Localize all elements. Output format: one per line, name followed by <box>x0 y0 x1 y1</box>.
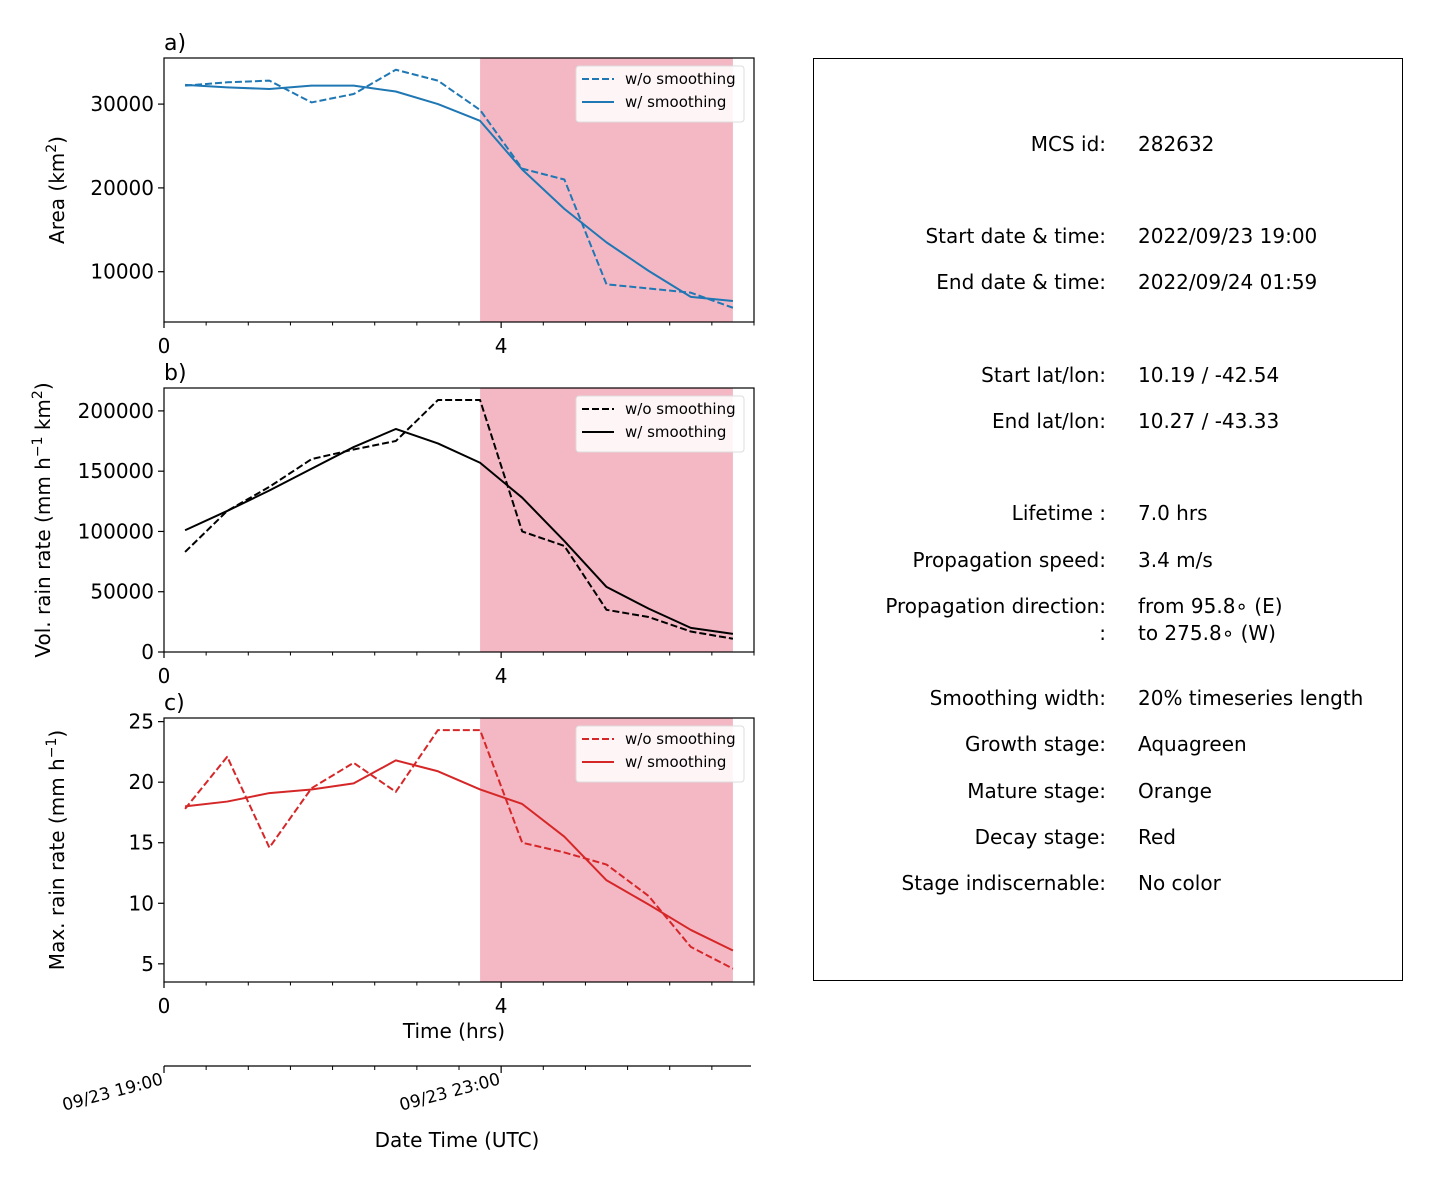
y-tick-label: 20000 <box>90 176 154 200</box>
info-label: Start lat/lon: <box>981 363 1106 387</box>
panel-3: 5 10 15 20 25 0 4 c) Max. rain rate (mm h−1) Time… <box>44 691 755 1043</box>
info-value: Red <box>1138 825 1176 849</box>
info-value: 282632 <box>1138 132 1215 156</box>
date-time-axis: 09/23 19:00 09/23 23:00 Date Time (UTC) <box>60 1065 751 1152</box>
legend: w/o smoothing w/ smoothing <box>575 65 745 123</box>
x-tick-label: 4 <box>495 334 508 358</box>
panel-1: 10000 20000 30000 0 4 a) Area (km2) w/o smoothi… <box>44 31 755 358</box>
y-tick-label: 25 <box>129 710 154 734</box>
info-label: : <box>1099 621 1106 645</box>
y-tick-label: 100000 <box>78 519 154 543</box>
legend-entry: w/ smoothing <box>625 753 726 771</box>
y-tick-label: 0 <box>141 640 154 664</box>
info-value: 10.19 / -42.54 <box>1138 363 1280 387</box>
legend-entry: w/o smoothing <box>625 730 736 748</box>
info-value: to 275.8∘ (W) <box>1138 621 1276 645</box>
info-label: Decay stage: <box>974 825 1106 849</box>
x-tick-label: 4 <box>495 664 508 688</box>
info-value: 7.0 hrs <box>1138 501 1208 525</box>
series-line-with-smoothing <box>184 427 734 635</box>
series-line-without-smoothing <box>184 68 734 309</box>
legend-entry: w/o smoothing <box>625 70 736 88</box>
info-label: End date & time: <box>936 270 1106 294</box>
legend-entry: w/ smoothing <box>625 93 726 111</box>
date-axis-label: Date Time (UTC) <box>375 1128 540 1152</box>
info-value: 2022/09/24 01:59 <box>1138 270 1318 294</box>
info-value: Aquagreen <box>1138 732 1247 756</box>
info-label: Propagation direction: <box>885 594 1106 618</box>
info-label: Start date & time: <box>925 224 1106 248</box>
panel-label: a) <box>164 31 186 56</box>
info-label: Growth stage: <box>964 732 1106 756</box>
y-tick-label: 5 <box>141 952 154 976</box>
series-line-with-smoothing <box>185 83 734 303</box>
info-label: Lifetime : <box>1011 501 1106 525</box>
info-value: 2022/09/23 19:00 <box>1138 224 1318 248</box>
panel-label: b) <box>164 361 187 386</box>
legend-entry: w/ smoothing <box>625 423 726 441</box>
x-tick-label: 0 <box>158 994 171 1018</box>
y-tick-label: 30000 <box>90 92 154 116</box>
info-value: 20% timeseries length <box>1138 686 1364 710</box>
info-value: Orange <box>1138 779 1212 803</box>
y-tick-label: 15 <box>129 831 154 855</box>
y-tick-label: 20 <box>129 770 154 794</box>
info-value: No color <box>1138 871 1221 895</box>
date-axis-tick-label: 09/23 23:00 <box>397 1070 502 1116</box>
info-label: Mature stage: <box>967 779 1106 803</box>
legend-entry: w/o smoothing <box>625 400 736 418</box>
y-axis-label: Vol. rain rate (mm h−1 km2) <box>30 382 55 657</box>
y-axis-label: Area (km2) <box>44 136 69 244</box>
info-value: 10.27 / -43.33 <box>1138 409 1280 433</box>
y-tick-label: 200000 <box>78 399 154 423</box>
series-line-without-smoothing <box>184 399 734 640</box>
panel-label: c) <box>164 691 185 716</box>
series-line-with-smoothing <box>184 759 734 952</box>
info-label: End lat/lon: <box>992 409 1106 433</box>
info-value: from 95.8∘ (E) <box>1138 594 1283 618</box>
info-value: 3.4 m/s <box>1138 548 1213 572</box>
y-tick-label: 50000 <box>90 580 154 604</box>
series-line-without-smoothing <box>184 729 734 970</box>
y-tick-label: 10 <box>129 891 154 915</box>
mcs-info-panel: MCS id: 282632 Start date & time: 2022/0… <box>813 58 1403 981</box>
y-tick-label: 10000 <box>90 260 154 284</box>
info-label: Stage indiscernable: <box>901 871 1106 895</box>
x-tick-label: 4 <box>495 994 508 1018</box>
legend: w/o smoothing w/ smoothing <box>575 395 745 453</box>
x-tick-label: 0 <box>158 334 171 358</box>
x-axis-label: Time (hrs) <box>402 1019 505 1043</box>
legend: w/o smoothing w/ smoothing <box>575 725 745 783</box>
date-axis-tick-label: 09/23 19:00 <box>60 1070 165 1116</box>
info-label: Propagation speed: <box>912 548 1106 572</box>
panel-2: 0 50000 100000 150000 200000 0 4 b) Vol. rain ra… <box>30 361 755 688</box>
y-axis-label: Max. rain rate (mm h−1) <box>44 730 69 970</box>
info-label: Smoothing width: <box>929 686 1106 710</box>
y-tick-label: 150000 <box>78 459 154 483</box>
x-tick-label: 0 <box>158 664 171 688</box>
info-label: MCS id: <box>1030 132 1106 156</box>
